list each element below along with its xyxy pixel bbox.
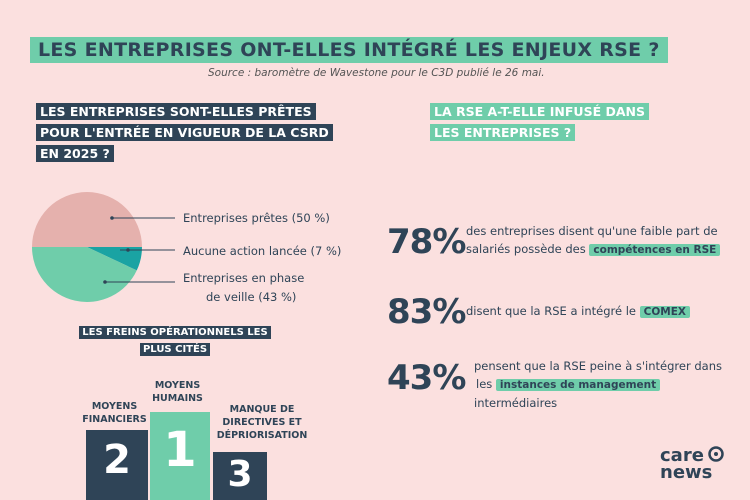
- stat-text-3: pensent que la RSE peine à s'intégrer da…: [474, 359, 722, 410]
- right-question-line-2: LES ENTREPRISES ?: [430, 124, 576, 141]
- pie-slice-ready: [32, 192, 142, 247]
- stat-tag-2: COMEX: [639, 306, 691, 318]
- logo-swirl-icon: [708, 446, 724, 462]
- left-question-line-3: EN 2025 ?: [36, 145, 114, 162]
- left-question-line-1: LES ENTREPRISES SONT-ELLES PRÊTES: [36, 103, 316, 120]
- pie-chart: [32, 192, 155, 302]
- carenews-logo: care news: [660, 445, 713, 483]
- pie-label-no-action: Aucune action lancée (7 %): [183, 244, 342, 258]
- stat-tag-3: instances de management: [495, 379, 661, 391]
- pie-label-watch-1: Entreprises en phase: [183, 271, 305, 285]
- podium-label-2: MOYENS FINANCIERS: [82, 401, 147, 425]
- pie-slice-watch: [32, 247, 137, 302]
- stat-value-1: 78%: [387, 222, 466, 262]
- stat-value-2: 83%: [387, 292, 466, 332]
- podium-label-1: MOYENS HUMAINS: [152, 380, 203, 404]
- brakes-title-line-2: PLUS CITÉS: [139, 343, 211, 356]
- pie-label-watch-2: de veille (43 %): [206, 290, 297, 304]
- podium-block-1: 1: [150, 412, 210, 500]
- page-title: LES ENTREPRISES ONT-ELLES INTÉGRÉ LES EN…: [30, 37, 668, 63]
- podium-label-3: MANQUE DE DIRECTIVES ET DÉPRIORISATION: [216, 404, 308, 441]
- pie-leader-extension: [120, 217, 175, 283]
- brakes-title-line-1: LES FREINS OPÉRATIONNELS LES: [79, 326, 271, 339]
- brakes-title: LES FREINS OPÉRATIONNELS LES PLUS CITÉS: [60, 324, 290, 358]
- leader-dot-ready: [110, 216, 114, 220]
- stat-tag-1: compétences en RSE: [589, 244, 721, 256]
- pie-slice-no-action: [87, 247, 142, 271]
- podium-block-2: 2: [86, 430, 148, 500]
- right-question-line-1: LA RSE A-T-ELLE INFUSÉ DANS: [430, 103, 649, 120]
- source-note: Source : baromètre de Wavestone pour le …: [208, 67, 545, 79]
- pie-label-ready: Entreprises prêtes (50 %): [183, 211, 330, 225]
- podium-block-3: 3: [213, 452, 267, 500]
- stat-text-1: des entreprises disent qu'une faible par…: [466, 222, 746, 259]
- stat-value-3: 43%: [387, 358, 466, 398]
- leader-dot-watch: [103, 280, 107, 284]
- stat-text-2: disent que la RSE a intégré le COMEX: [466, 302, 746, 321]
- left-question-line-2: POUR L'ENTRÉE EN VIGUEUR DE LA CSRD: [36, 124, 333, 141]
